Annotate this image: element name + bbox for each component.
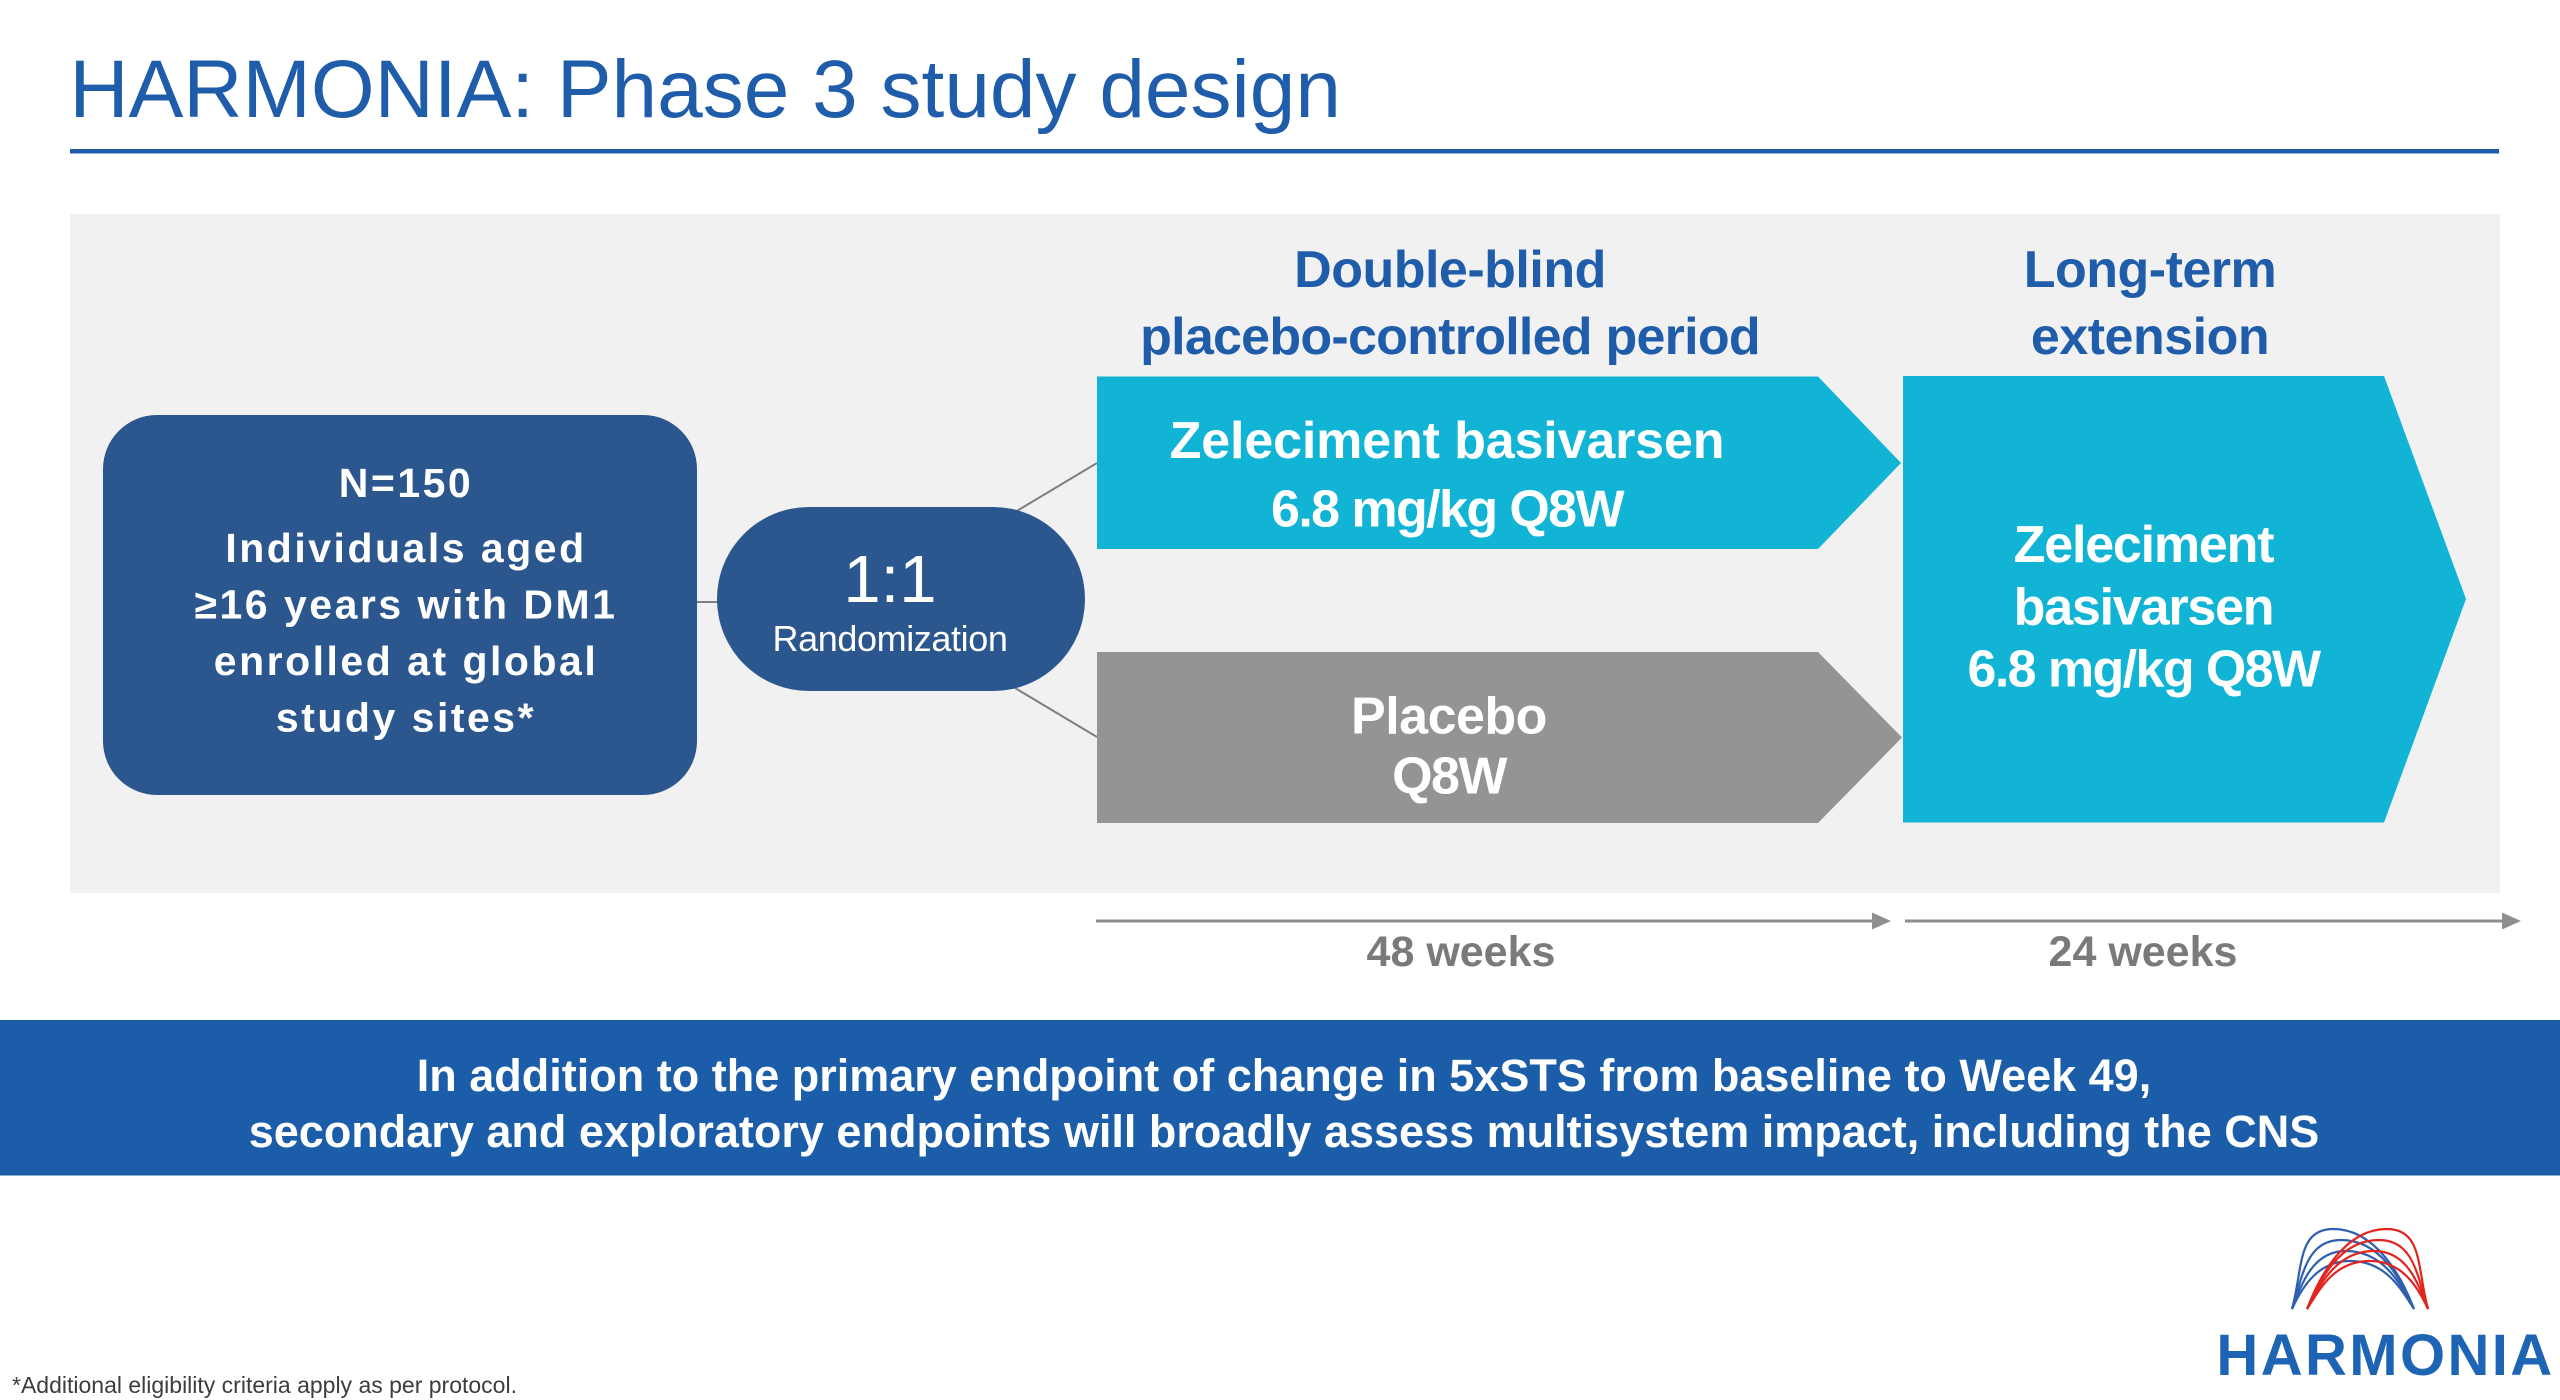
svg-text:Individuals aged: Individuals aged bbox=[225, 525, 586, 571]
svg-text:≥16 years with DM1: ≥16 years with DM1 bbox=[195, 582, 618, 628]
svg-text:6.8 mg/kg Q8W: 6.8 mg/kg Q8W bbox=[1968, 641, 2322, 699]
svg-text:placebo-controlled period: placebo-controlled period bbox=[1140, 308, 1760, 366]
svg-text:Zeleciment: Zeleciment bbox=[2014, 516, 2275, 574]
svg-text:study sites*: study sites* bbox=[276, 695, 536, 741]
svg-text:In addition to the primary end: In addition to the primary endpoint of c… bbox=[417, 1050, 2151, 1101]
svg-text:6.8 mg/kg Q8W: 6.8 mg/kg Q8W bbox=[1271, 481, 1625, 539]
svg-text:basivarsen: basivarsen bbox=[2014, 578, 2274, 636]
svg-text:Long-term: Long-term bbox=[2024, 241, 2277, 299]
svg-text:1:1: 1:1 bbox=[843, 542, 936, 617]
svg-text:N=150: N=150 bbox=[339, 460, 473, 506]
svg-text:secondary and exploratory endp: secondary and exploratory endpoints will… bbox=[249, 1106, 2320, 1157]
svg-text:*Additional eligibility criter: *Additional eligibility criteria apply a… bbox=[12, 1372, 517, 1398]
svg-text:enrolled at global: enrolled at global bbox=[214, 638, 598, 684]
svg-text:48 weeks: 48 weeks bbox=[1367, 928, 1556, 976]
svg-text:Zeleciment basivarsen: Zeleciment basivarsen bbox=[1170, 412, 1725, 470]
svg-text:extension: extension bbox=[2031, 308, 2269, 366]
svg-text:HARMONIA: HARMONIA bbox=[2216, 1323, 2554, 1388]
svg-text:Q8W: Q8W bbox=[1392, 748, 1508, 806]
svg-text:Double-blind: Double-blind bbox=[1294, 241, 1606, 299]
svg-text:HARMONIA: Phase 3 study design: HARMONIA: Phase 3 study design bbox=[69, 44, 1341, 135]
svg-text:Randomization: Randomization bbox=[773, 618, 1008, 659]
svg-text:Placebo: Placebo bbox=[1351, 688, 1547, 746]
svg-text:24 weeks: 24 weeks bbox=[2049, 928, 2238, 976]
